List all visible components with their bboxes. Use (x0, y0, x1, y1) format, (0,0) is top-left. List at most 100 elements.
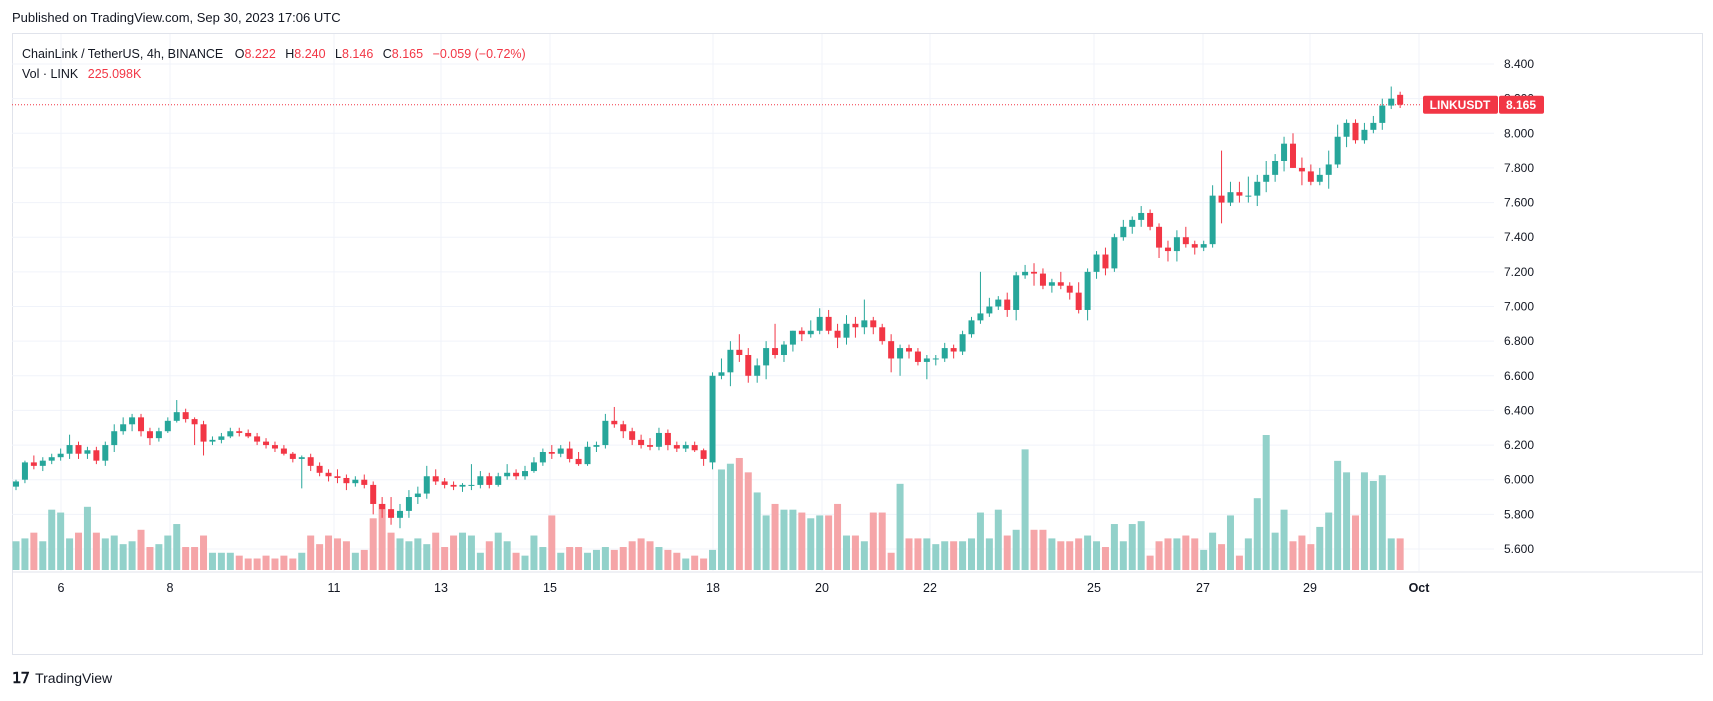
candle-body (200, 424, 207, 442)
volume-bar (182, 547, 190, 570)
symbol-label: ChainLink / TetherUS, 4h, BINANCE (22, 47, 224, 61)
candle-body (1254, 181, 1261, 196)
footer-brand: TradingView (35, 670, 113, 686)
volume-bar (1155, 541, 1163, 570)
candle-body (405, 497, 412, 511)
candle-body (138, 417, 145, 432)
candle-body (816, 316, 823, 331)
candle-body (1397, 94, 1404, 105)
candle-body (1138, 212, 1145, 220)
close-value: 8.165 (391, 47, 424, 61)
candle-body (1093, 254, 1100, 272)
volume-bar (932, 544, 940, 570)
candle-body (727, 349, 734, 373)
candle-body (1191, 244, 1198, 248)
symbol-tag-label: LINKUSDT (1430, 98, 1491, 112)
candle-body (763, 348, 770, 366)
volume-bar (985, 538, 993, 570)
volume-bar (1244, 538, 1252, 570)
volume-bar (825, 515, 833, 570)
volume-bar (887, 552, 895, 570)
volume-bar (664, 549, 672, 570)
candle-body (396, 510, 403, 518)
volume-bar (709, 549, 717, 570)
volume-bar (896, 483, 904, 570)
volume-bar (217, 552, 225, 570)
volume-bar (548, 515, 556, 570)
volume-bar (1343, 472, 1351, 570)
volume-bar (700, 558, 708, 570)
candle-body (709, 375, 716, 463)
candle-body (254, 436, 261, 442)
candle-body (557, 448, 564, 454)
volume-bar (485, 541, 493, 570)
candle-body (289, 453, 296, 459)
candle-body (655, 432, 662, 447)
volume-bar (592, 549, 600, 570)
candle-body (236, 431, 243, 433)
candle-body (227, 431, 234, 437)
footer[interactable]: 𝟣𝟩 TradingView (12, 669, 112, 687)
candle-body (13, 481, 19, 487)
volume-bar (860, 541, 868, 570)
candle-body (620, 424, 627, 432)
volume-bar (1262, 435, 1270, 570)
candle-body (602, 420, 609, 446)
volume-bar (1173, 538, 1181, 570)
volume-bar (530, 535, 538, 570)
candle-body (495, 476, 502, 485)
volume-bar (1048, 538, 1056, 570)
candle-body (361, 479, 368, 485)
candle-body (754, 365, 761, 376)
volume-bar (494, 532, 502, 570)
candle-body (379, 503, 386, 510)
volume-bar (1146, 555, 1154, 570)
volume-bar (119, 544, 127, 570)
candle-body (1048, 282, 1055, 286)
volume-bar (271, 558, 279, 570)
candle-body (1361, 129, 1368, 141)
x-tick-label: 22 (923, 581, 937, 595)
volume-bar (101, 538, 109, 570)
y-tick-label: 6.000 (1504, 473, 1534, 487)
candle-body (852, 323, 859, 328)
candle-body (93, 450, 100, 461)
volume-bar (1137, 521, 1145, 570)
volume-bar (762, 515, 770, 570)
candle-body (1227, 192, 1234, 203)
candle-body (1352, 122, 1359, 141)
candle-body (1388, 98, 1395, 106)
candle-body (807, 330, 814, 335)
candle-body (129, 417, 136, 425)
volume-bar (200, 535, 208, 570)
candle-body (468, 484, 475, 486)
volume-bar (1030, 529, 1038, 570)
volume-bar (628, 541, 636, 570)
x-tick-label: 11 (328, 581, 341, 595)
candle-body (111, 431, 118, 446)
volume-bar (316, 544, 324, 570)
volume-bar (298, 552, 306, 570)
x-tick-label: 13 (434, 581, 448, 595)
symbol-tag-bg (1423, 95, 1498, 114)
ohlc-row: ChainLink / TetherUS, 4h, BINANCE O8.222… (22, 44, 526, 64)
volume-bar (905, 538, 913, 570)
volume-bar (1369, 480, 1377, 570)
candle-body (21, 462, 28, 480)
volume-bar (432, 532, 440, 570)
y-tick-label: 6.600 (1504, 369, 1534, 383)
candle-body (1263, 174, 1270, 182)
candle-body (1120, 226, 1127, 238)
candle-body (879, 327, 886, 342)
candle-body (977, 313, 984, 321)
candle-body (647, 445, 654, 447)
volume-bar (539, 547, 547, 570)
volume-bar (1325, 512, 1333, 570)
candle-body (1057, 282, 1064, 286)
chart-legend: ChainLink / TetherUS, 4h, BINANCE O8.222… (22, 44, 526, 84)
candle-body (1245, 195, 1252, 197)
volume-bar (146, 547, 154, 570)
candle-body (1075, 292, 1082, 310)
candle-body (923, 358, 930, 362)
